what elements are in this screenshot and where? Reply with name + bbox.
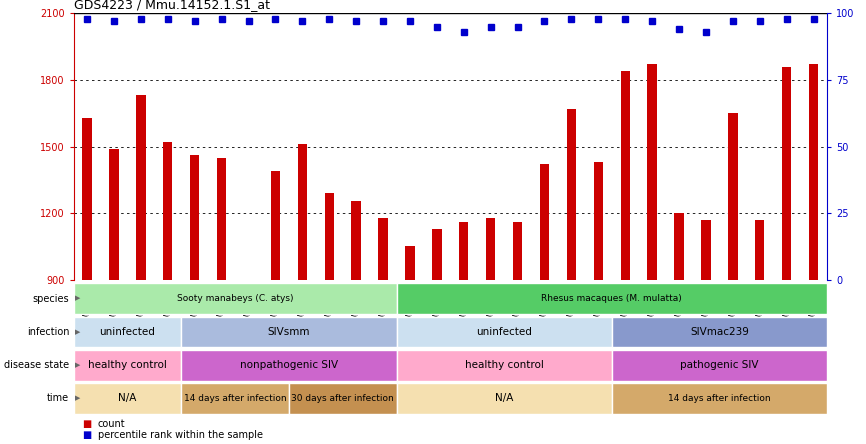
- Text: Rhesus macaques (M. mulatta): Rhesus macaques (M. mulatta): [541, 294, 682, 303]
- Bar: [181, 383, 289, 414]
- Bar: [163, 142, 172, 280]
- Bar: [540, 164, 549, 280]
- Bar: [755, 220, 765, 280]
- Text: ▶: ▶: [75, 396, 81, 401]
- Text: ▶: ▶: [75, 329, 81, 335]
- Bar: [181, 350, 397, 381]
- Text: ■: ■: [82, 430, 92, 440]
- Text: pathogenic SIV: pathogenic SIV: [680, 360, 759, 370]
- Bar: [397, 350, 611, 381]
- Text: healthy control: healthy control: [88, 360, 167, 370]
- Text: 14 days after infection: 14 days after infection: [184, 394, 287, 403]
- Text: uninfected: uninfected: [100, 327, 155, 337]
- Bar: [397, 383, 611, 414]
- Bar: [216, 158, 226, 280]
- Bar: [352, 201, 361, 280]
- Bar: [325, 193, 334, 280]
- Bar: [74, 383, 181, 414]
- Bar: [782, 67, 792, 280]
- Text: 30 days after infection: 30 days after infection: [291, 394, 394, 403]
- Bar: [611, 350, 827, 381]
- Text: percentile rank within the sample: percentile rank within the sample: [98, 430, 263, 440]
- Bar: [397, 283, 827, 314]
- Bar: [459, 222, 469, 280]
- Text: N/A: N/A: [119, 393, 137, 404]
- Bar: [432, 229, 442, 280]
- Bar: [74, 283, 397, 314]
- Text: ▶: ▶: [75, 296, 81, 301]
- Text: GDS4223 / Mmu.14152.1.S1_at: GDS4223 / Mmu.14152.1.S1_at: [74, 0, 269, 11]
- Text: ▶: ▶: [75, 362, 81, 368]
- Bar: [675, 213, 684, 280]
- Bar: [136, 95, 145, 280]
- Bar: [271, 171, 280, 280]
- Bar: [566, 109, 576, 280]
- Bar: [109, 149, 119, 280]
- Bar: [378, 218, 388, 280]
- Bar: [611, 317, 827, 347]
- Bar: [611, 383, 827, 414]
- Bar: [289, 383, 397, 414]
- Text: nonpathogenic SIV: nonpathogenic SIV: [240, 360, 338, 370]
- Bar: [74, 350, 181, 381]
- Bar: [809, 64, 818, 280]
- Bar: [298, 144, 307, 280]
- Text: N/A: N/A: [495, 393, 514, 404]
- Text: 14 days after infection: 14 days after infection: [668, 394, 771, 403]
- Bar: [397, 317, 611, 347]
- Bar: [82, 118, 92, 280]
- Bar: [593, 162, 603, 280]
- Bar: [486, 218, 495, 280]
- Text: uninfected: uninfected: [476, 327, 532, 337]
- Bar: [190, 155, 199, 280]
- Bar: [728, 113, 738, 280]
- Bar: [405, 246, 415, 280]
- Bar: [701, 220, 711, 280]
- Text: SIVsmm: SIVsmm: [268, 327, 310, 337]
- Text: Sooty manabeys (C. atys): Sooty manabeys (C. atys): [177, 294, 294, 303]
- Text: infection: infection: [27, 327, 69, 337]
- Text: species: species: [33, 293, 69, 304]
- Bar: [621, 71, 630, 280]
- Text: count: count: [98, 419, 126, 429]
- Bar: [513, 222, 522, 280]
- Text: ■: ■: [82, 419, 92, 429]
- Bar: [74, 317, 181, 347]
- Bar: [648, 64, 656, 280]
- Text: time: time: [47, 393, 69, 404]
- Text: healthy control: healthy control: [465, 360, 544, 370]
- Bar: [244, 280, 253, 284]
- Text: SIVmac239: SIVmac239: [690, 327, 749, 337]
- Text: disease state: disease state: [4, 360, 69, 370]
- Bar: [181, 317, 397, 347]
